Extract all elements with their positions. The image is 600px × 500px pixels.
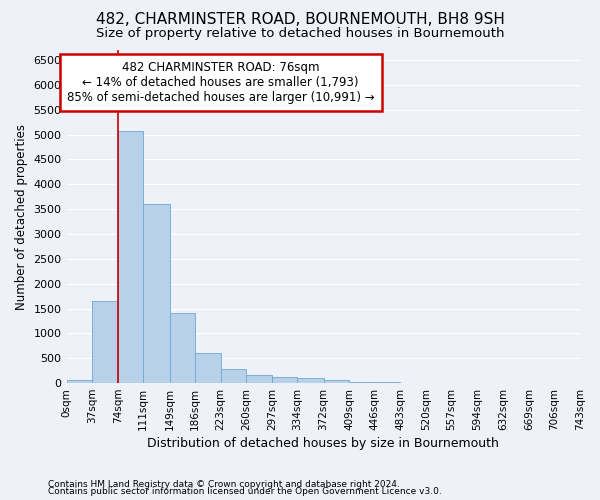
Bar bbox=[298, 378, 323, 383]
Text: Contains public sector information licensed under the Open Government Licence v3: Contains public sector information licen… bbox=[48, 487, 442, 496]
Text: 482 CHARMINSTER ROAD: 76sqm
← 14% of detached houses are smaller (1,793)
85% of : 482 CHARMINSTER ROAD: 76sqm ← 14% of det… bbox=[67, 61, 374, 104]
Bar bbox=[92, 301, 118, 383]
Text: 482, CHARMINSTER ROAD, BOURNEMOUTH, BH8 9SH: 482, CHARMINSTER ROAD, BOURNEMOUTH, BH8 … bbox=[95, 12, 505, 28]
Bar bbox=[349, 382, 375, 383]
Bar bbox=[375, 382, 400, 383]
Text: Size of property relative to detached houses in Bournemouth: Size of property relative to detached ho… bbox=[96, 28, 504, 40]
Bar bbox=[170, 313, 195, 383]
Bar bbox=[221, 368, 246, 383]
Bar bbox=[246, 376, 272, 383]
X-axis label: Distribution of detached houses by size in Bournemouth: Distribution of detached houses by size … bbox=[148, 437, 499, 450]
Bar bbox=[143, 204, 170, 383]
Bar bbox=[272, 376, 298, 383]
Y-axis label: Number of detached properties: Number of detached properties bbox=[15, 124, 28, 310]
Bar bbox=[195, 353, 221, 383]
Text: Contains HM Land Registry data © Crown copyright and database right 2024.: Contains HM Land Registry data © Crown c… bbox=[48, 480, 400, 489]
Bar bbox=[67, 380, 92, 383]
Bar bbox=[118, 130, 143, 383]
Bar bbox=[323, 380, 349, 383]
